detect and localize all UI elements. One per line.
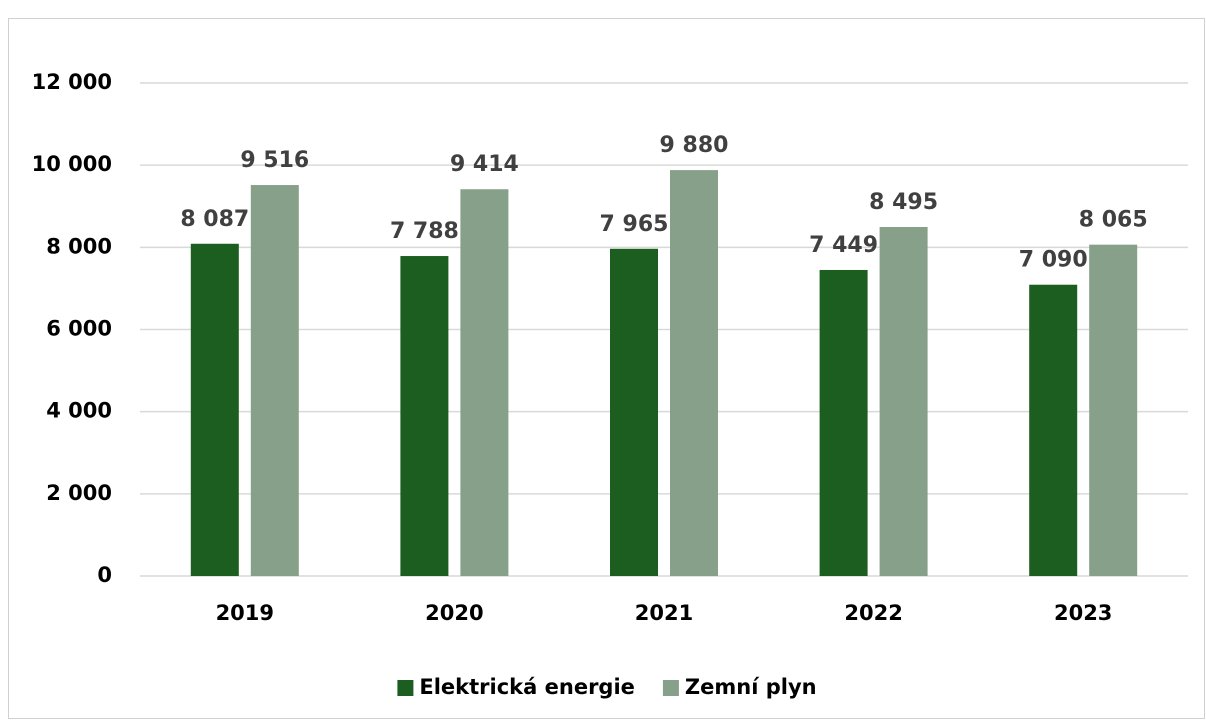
value-label: 8 495	[869, 190, 938, 215]
bar	[1029, 284, 1078, 576]
y-tick-label: 2 000	[46, 481, 112, 505]
x-tick-label: 2023	[1054, 601, 1112, 625]
chart-frame	[8, 18, 1205, 719]
bar	[250, 185, 299, 576]
value-label: 7 965	[600, 212, 669, 237]
bar	[670, 170, 718, 576]
y-tick-label: 6 000	[46, 317, 112, 341]
y-tick-label: 8 000	[46, 234, 112, 258]
x-tick-label: 2021	[635, 601, 693, 625]
bar	[460, 189, 509, 576]
value-label: 7 788	[390, 219, 459, 244]
y-tick-label: 0	[97, 563, 112, 587]
value-label: 7 090	[1019, 248, 1088, 273]
y-tick-label: 10 000	[32, 152, 112, 176]
value-label: 9 880	[660, 133, 729, 158]
value-label: 8 087	[180, 207, 249, 232]
value-label: 8 065	[1079, 208, 1148, 233]
x-tick-label: 2022	[844, 601, 902, 625]
legend-swatch	[662, 680, 679, 696]
bar	[879, 226, 928, 577]
bar	[190, 243, 239, 576]
bar	[819, 269, 868, 576]
value-label: 7 449	[809, 233, 878, 258]
legend-item: Elektrická energie	[397, 675, 635, 699]
legend-swatch	[397, 680, 414, 696]
bar	[400, 256, 449, 576]
x-tick-label: 2019	[216, 601, 274, 625]
bar	[1089, 244, 1138, 577]
value-label: 9 516	[240, 148, 309, 173]
bar	[610, 248, 658, 577]
legend-label: Zemní plyn	[685, 675, 817, 699]
y-tick-label: 12 000	[32, 70, 112, 94]
value-label: 9 414	[450, 152, 519, 177]
legend-label: Elektrická energie	[419, 675, 635, 699]
y-tick-label: 4 000	[46, 399, 112, 423]
x-tick-label: 2020	[425, 601, 483, 625]
legend-item: Zemní plyn	[662, 675, 817, 699]
